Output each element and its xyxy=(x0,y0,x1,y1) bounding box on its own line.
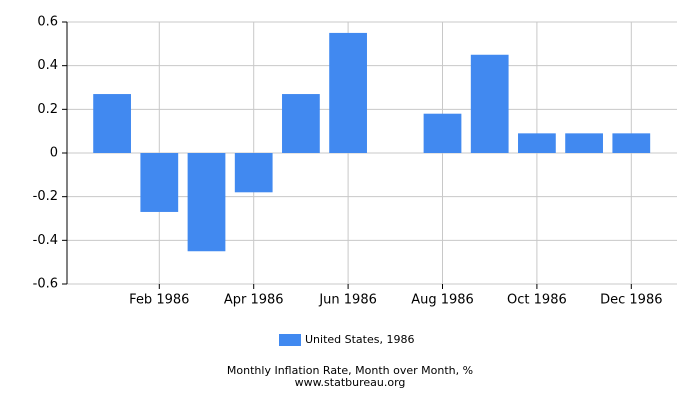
x-tick-label: Feb 1986 xyxy=(129,293,189,308)
y-tick-label: 0.4 xyxy=(37,58,58,73)
y-tick-label: 0.2 xyxy=(37,102,58,117)
x-tick-label: Apr 1986 xyxy=(224,293,284,308)
chart-subtitle: www.statbureau.org xyxy=(295,376,406,389)
bar xyxy=(423,113,462,153)
y-tick-label: 0.6 xyxy=(37,15,58,30)
chart-title: Monthly Inflation Rate, Month over Month… xyxy=(227,364,473,377)
bar xyxy=(93,94,131,153)
x-tick-label: Oct 1986 xyxy=(507,293,567,308)
y-tick-label: -0.2 xyxy=(33,189,58,204)
bar xyxy=(470,54,509,153)
bar xyxy=(329,32,367,153)
x-tick-label: Jun 1986 xyxy=(318,293,377,308)
bar xyxy=(282,94,320,153)
bar xyxy=(612,133,651,153)
bar xyxy=(140,153,179,212)
y-tick-label: -0.4 xyxy=(33,233,58,248)
bar xyxy=(234,153,273,193)
x-tick-label: Dec 1986 xyxy=(600,293,662,308)
legend-swatch xyxy=(279,334,301,346)
y-tick-label: 0 xyxy=(50,146,58,161)
bar xyxy=(518,133,556,153)
y-tick-label: -0.6 xyxy=(33,277,58,292)
x-tick-label: Aug 1986 xyxy=(411,293,474,308)
legend-label: United States, 1986 xyxy=(305,333,414,346)
bar xyxy=(187,153,226,252)
bar xyxy=(565,133,603,153)
